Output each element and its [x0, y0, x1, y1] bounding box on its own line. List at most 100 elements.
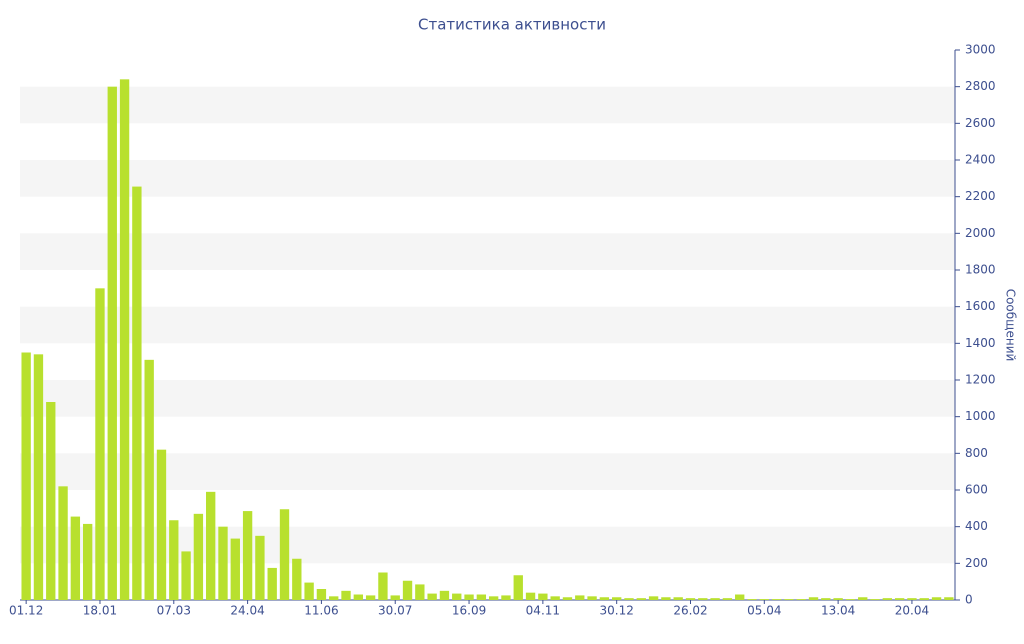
bar	[107, 86, 117, 600]
y-tick-label: 400	[965, 519, 988, 533]
y-tick-label: 2400	[965, 153, 996, 167]
y-axis-label: Сообщений	[1004, 289, 1018, 362]
x-tick-label: 24.04	[230, 604, 264, 618]
y-tick-label: 0	[965, 593, 973, 607]
bar	[698, 598, 708, 600]
bar	[464, 594, 474, 600]
bar	[70, 516, 81, 600]
bar	[82, 523, 93, 600]
bar	[796, 599, 806, 600]
bar	[46, 402, 56, 600]
bar	[21, 352, 31, 600]
bar	[870, 599, 880, 600]
bar	[907, 598, 917, 600]
x-tick-label: 07.03	[157, 604, 191, 618]
bar	[427, 593, 437, 600]
bar	[525, 592, 536, 600]
bar	[415, 584, 425, 600]
bar	[390, 595, 400, 600]
x-tick-label: 18.01	[83, 604, 117, 618]
bar	[181, 551, 191, 600]
bar	[735, 594, 745, 600]
bar	[267, 567, 277, 600]
bar	[144, 359, 154, 600]
bar	[316, 589, 327, 600]
bar	[599, 597, 610, 600]
bar	[833, 598, 843, 600]
bar	[587, 596, 597, 600]
bar	[169, 520, 179, 600]
x-tick-label: 26.02	[673, 604, 707, 618]
grid-band	[20, 453, 955, 490]
bar	[894, 598, 905, 600]
bar	[439, 590, 450, 600]
bar	[747, 599, 757, 600]
bar	[365, 595, 376, 600]
y-tick-label: 2200	[965, 189, 996, 203]
bar	[58, 486, 68, 600]
bar	[132, 186, 142, 601]
y-tick-label: 3000	[965, 43, 996, 57]
bar	[488, 596, 499, 600]
bar	[636, 598, 646, 600]
bar	[218, 526, 228, 600]
bar	[808, 597, 819, 600]
bar	[501, 595, 511, 600]
bar	[304, 582, 314, 600]
x-tick-label: 13.04	[821, 604, 855, 618]
y-tick-label: 1000	[965, 409, 996, 423]
bar	[329, 596, 339, 600]
bar	[550, 596, 560, 600]
x-tick-label: 05.04	[747, 604, 781, 618]
bar	[255, 535, 265, 600]
x-tick-label: 04.11	[526, 604, 560, 618]
bar	[784, 599, 794, 600]
grid-band	[20, 380, 955, 417]
grid-band	[20, 306, 955, 344]
bar	[944, 597, 954, 600]
bar	[292, 558, 302, 600]
y-tick-label: 600	[965, 483, 988, 497]
bar	[193, 513, 204, 600]
bar	[771, 599, 782, 600]
grid-band	[20, 160, 955, 197]
bar	[673, 597, 683, 600]
bar	[513, 575, 523, 600]
bar	[341, 590, 351, 600]
bar	[156, 449, 167, 600]
bar	[562, 597, 573, 600]
x-tick-label: 20.04	[895, 604, 929, 618]
bar	[119, 79, 130, 601]
y-tick-label: 1600	[965, 299, 996, 313]
bar	[452, 593, 462, 600]
bar	[661, 597, 671, 600]
x-tick-label: 30.07	[378, 604, 412, 618]
bar	[919, 598, 929, 600]
bar	[882, 598, 893, 600]
y-tick-label: 200	[965, 556, 988, 570]
bar	[575, 595, 585, 600]
x-tick-label: 16.09	[452, 604, 486, 618]
x-tick-label: 11.06	[304, 604, 338, 618]
x-tick-label: 30.12	[599, 604, 633, 618]
y-tick-label: 1800	[965, 263, 996, 277]
bar	[845, 599, 856, 600]
bar	[95, 288, 105, 600]
bar	[476, 594, 487, 600]
bar	[538, 593, 548, 600]
bar	[612, 597, 622, 600]
bar	[33, 354, 44, 600]
bar	[685, 598, 696, 600]
x-tick-label: 01.12	[9, 604, 43, 618]
bar	[242, 511, 253, 600]
y-tick-label: 800	[965, 446, 988, 460]
y-tick-label: 2800	[965, 79, 996, 93]
bar	[722, 598, 733, 600]
bar	[378, 572, 388, 600]
bar	[624, 598, 634, 600]
y-tick-label: 2600	[965, 116, 996, 130]
grid-band	[20, 86, 955, 124]
chart-title: Статистика активности	[418, 16, 606, 34]
y-tick-label: 2000	[965, 226, 996, 240]
